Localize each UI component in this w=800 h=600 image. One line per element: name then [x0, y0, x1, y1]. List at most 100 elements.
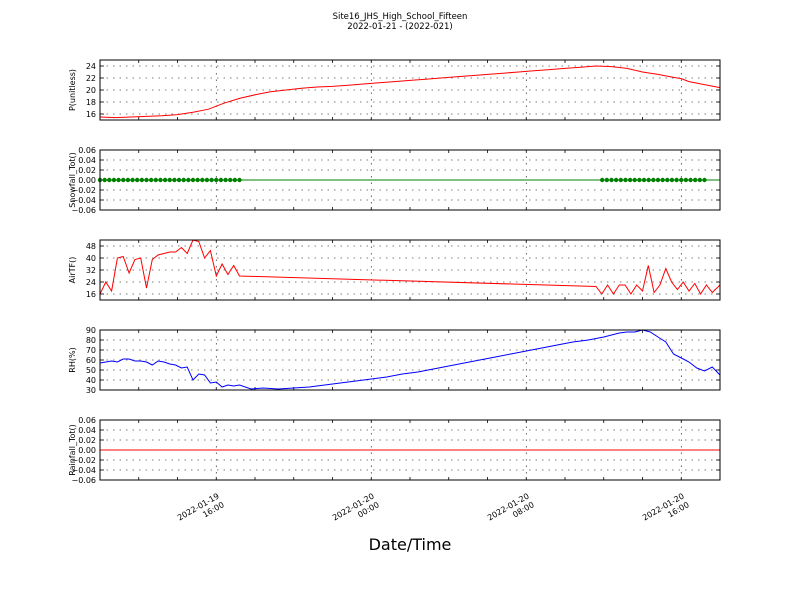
- data-point: [181, 177, 186, 183]
- data-point: [674, 177, 679, 183]
- y-tick-label: 0.00: [78, 176, 96, 185]
- grid-lines: [100, 330, 720, 390]
- axes-frame: [99, 149, 721, 211]
- y-tick-label: 32: [86, 266, 96, 275]
- y-axis-label: AirTF(): [68, 257, 77, 284]
- data-point: [116, 177, 121, 183]
- data-point: [176, 177, 182, 183]
- data-point: [144, 177, 149, 183]
- data-point: [190, 177, 196, 183]
- data-point: [130, 177, 135, 183]
- series-markers: [97, 177, 707, 183]
- y-tick-label: −0.02: [71, 186, 96, 195]
- data-point: [669, 177, 675, 183]
- data-point: [697, 177, 703, 183]
- y-tick-label: 22: [86, 74, 96, 83]
- y-axis-label: Rainfall_Tot(): [68, 424, 77, 476]
- y-tick-label: 40: [86, 254, 96, 263]
- data-point: [135, 177, 140, 183]
- series-line: [99, 65, 721, 119]
- data-point: [125, 177, 131, 183]
- y-tick-label: 60: [86, 356, 96, 365]
- y-tick-label: 0.02: [78, 166, 96, 175]
- data-point: [186, 177, 191, 183]
- data-point: [683, 177, 689, 183]
- data-point: [172, 177, 177, 183]
- data-point: [665, 177, 670, 183]
- data-point: [204, 177, 210, 183]
- data-point: [604, 177, 610, 183]
- y-tick-label: 48: [86, 242, 96, 251]
- data-point: [679, 177, 684, 183]
- series-line: [99, 329, 721, 390]
- y-tick-label: 24: [86, 278, 96, 287]
- data-point: [158, 177, 163, 183]
- subplot-5: −0.06−0.04−0.020.000.020.040.06Rainfall_…: [68, 416, 721, 485]
- y-tick-label: 0.06: [78, 146, 96, 155]
- y-tick-label: −0.04: [71, 196, 96, 205]
- data-point: [223, 177, 228, 183]
- data-point: [655, 177, 661, 183]
- y-tick-label: 20: [86, 86, 96, 95]
- y-tick-label: 50: [86, 366, 96, 375]
- y-axis-label: Snowfall_Tot(): [68, 152, 77, 208]
- data-point: [693, 177, 698, 183]
- y-tick-label: 80: [86, 336, 96, 345]
- data-point: [148, 177, 154, 183]
- grid-lines: [100, 60, 720, 120]
- data-point: [200, 177, 205, 183]
- data-point: [121, 177, 126, 183]
- axes-frame: [99, 239, 721, 301]
- y-tick-label: 0.00: [78, 446, 96, 455]
- data-point: [237, 177, 242, 183]
- grid-lines: [100, 240, 720, 300]
- data-point: [228, 177, 233, 183]
- data-point: [214, 177, 219, 183]
- y-tick-label: 16: [86, 290, 96, 299]
- y-axis-label: P(unitless): [68, 69, 77, 111]
- data-point: [232, 177, 238, 183]
- y-tick-label: 90: [86, 326, 96, 335]
- data-point: [632, 177, 637, 183]
- data-point: [609, 177, 614, 183]
- data-point: [162, 177, 168, 183]
- y-axis-label: RH(%): [68, 347, 77, 372]
- y-tick-label: 0.06: [78, 416, 96, 425]
- data-point: [153, 177, 158, 183]
- data-point: [660, 177, 665, 183]
- subplot-2: −0.06−0.04−0.020.000.020.040.06Snowfall_…: [68, 146, 721, 215]
- figure-title-line1: Site16_JHS_High_School_Fifteen: [333, 12, 468, 22]
- y-tick-label: −0.04: [71, 466, 96, 475]
- subplot-1: 16 18 20 22 24 P(unitless): [68, 59, 721, 121]
- y-tick-label: 16: [86, 110, 96, 119]
- data-point: [702, 177, 707, 183]
- subplot-3: 16 24 32 40 48 AirTF(): [68, 239, 721, 301]
- y-tick-label: −0.06: [71, 206, 96, 215]
- data-point: [139, 177, 145, 183]
- data-point: [646, 177, 651, 183]
- data-point: [637, 177, 642, 183]
- y-tick-label: 40: [86, 376, 96, 385]
- y-tick-label: 24: [86, 62, 96, 71]
- figure-title-line2: 2022-01-21 - (2022-021): [347, 22, 452, 32]
- data-point: [600, 177, 605, 183]
- data-point: [218, 177, 224, 183]
- y-tick-label: −0.06: [71, 476, 96, 485]
- y-tick-label: 0.04: [78, 426, 96, 435]
- data-point: [613, 177, 619, 183]
- data-point: [195, 177, 200, 183]
- data-point: [651, 177, 656, 183]
- data-point: [688, 177, 693, 183]
- data-point: [102, 177, 107, 183]
- y-tick-label: 30: [86, 386, 96, 395]
- y-tick-label: 0.02: [78, 436, 96, 445]
- data-point: [618, 177, 623, 183]
- x-axis-label: Date/Time: [369, 535, 452, 554]
